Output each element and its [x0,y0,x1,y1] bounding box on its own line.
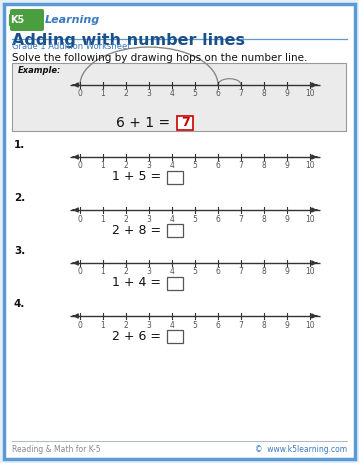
Text: Solve the following by drawing hops on the number line.: Solve the following by drawing hops on t… [12,53,307,63]
Text: 7: 7 [239,320,243,330]
Text: 1.: 1. [14,140,25,150]
Text: 1 + 4 =: 1 + 4 = [112,276,165,289]
Text: 3: 3 [146,320,151,330]
Text: 2.: 2. [14,193,25,203]
Text: 4.: 4. [14,299,25,309]
Text: 6 + 1 =: 6 + 1 = [117,116,175,130]
Text: 2: 2 [123,214,129,224]
Text: K5: K5 [10,15,24,25]
Text: Learning: Learning [45,15,100,25]
Text: 6: 6 [215,320,220,330]
Text: Adding with number lines: Adding with number lines [12,33,245,48]
FancyBboxPatch shape [177,116,193,130]
FancyBboxPatch shape [12,63,346,131]
Text: 4: 4 [169,268,174,276]
FancyBboxPatch shape [167,276,183,289]
Text: 6: 6 [215,214,220,224]
Text: 4: 4 [169,162,174,170]
Text: 2 + 8 =: 2 + 8 = [112,224,165,237]
Text: 1: 1 [101,162,106,170]
Text: 2: 2 [123,89,129,99]
Text: 1: 1 [101,214,106,224]
Text: 10: 10 [305,214,315,224]
Text: 0: 0 [78,320,83,330]
FancyBboxPatch shape [167,170,183,183]
Text: 5: 5 [192,268,197,276]
Text: 7: 7 [239,268,243,276]
Text: 9: 9 [285,268,289,276]
Text: 8: 8 [262,320,266,330]
Text: 4: 4 [169,214,174,224]
Text: Grade 1 Addition Worksheet: Grade 1 Addition Worksheet [12,42,131,51]
Text: 0: 0 [78,89,83,99]
Text: 1: 1 [101,268,106,276]
Text: 3: 3 [146,162,151,170]
Text: 3: 3 [146,214,151,224]
Text: 5: 5 [192,162,197,170]
FancyBboxPatch shape [167,330,183,343]
Text: 6: 6 [215,268,220,276]
Text: 2: 2 [123,162,129,170]
Text: 3: 3 [146,89,151,99]
FancyBboxPatch shape [10,9,44,31]
Text: 7: 7 [181,117,190,130]
Text: Example:: Example: [18,66,61,75]
Text: 0: 0 [78,162,83,170]
Text: ©  www.k5learning.com: © www.k5learning.com [255,445,347,454]
Text: 9: 9 [285,320,289,330]
Text: 10: 10 [305,268,315,276]
Text: 4: 4 [169,320,174,330]
Text: 8: 8 [262,89,266,99]
FancyBboxPatch shape [4,4,355,459]
Text: 8: 8 [262,214,266,224]
FancyBboxPatch shape [167,224,183,237]
Text: 10: 10 [305,320,315,330]
Text: 9: 9 [285,162,289,170]
Text: 2: 2 [123,268,129,276]
Text: 1: 1 [101,89,106,99]
Text: 10: 10 [305,89,315,99]
Text: 5: 5 [192,320,197,330]
Text: 1 + 5 =: 1 + 5 = [112,170,165,183]
Text: 6: 6 [215,89,220,99]
Text: 10: 10 [305,162,315,170]
Text: 1: 1 [101,320,106,330]
Text: 2: 2 [123,320,129,330]
Text: 3: 3 [146,268,151,276]
Text: 9: 9 [285,214,289,224]
Text: 8: 8 [262,162,266,170]
Text: Reading & Math for K-5: Reading & Math for K-5 [12,445,101,454]
Text: 0: 0 [78,268,83,276]
Text: 5: 5 [192,89,197,99]
Text: 9: 9 [285,89,289,99]
Text: 7: 7 [239,214,243,224]
Text: 6: 6 [215,162,220,170]
Text: 7: 7 [239,89,243,99]
Text: 2 + 6 =: 2 + 6 = [112,330,165,343]
Text: 4: 4 [169,89,174,99]
Text: 7: 7 [239,162,243,170]
Text: 0: 0 [78,214,83,224]
Text: 8: 8 [262,268,266,276]
Text: 3.: 3. [14,246,25,256]
Text: 5: 5 [192,214,197,224]
